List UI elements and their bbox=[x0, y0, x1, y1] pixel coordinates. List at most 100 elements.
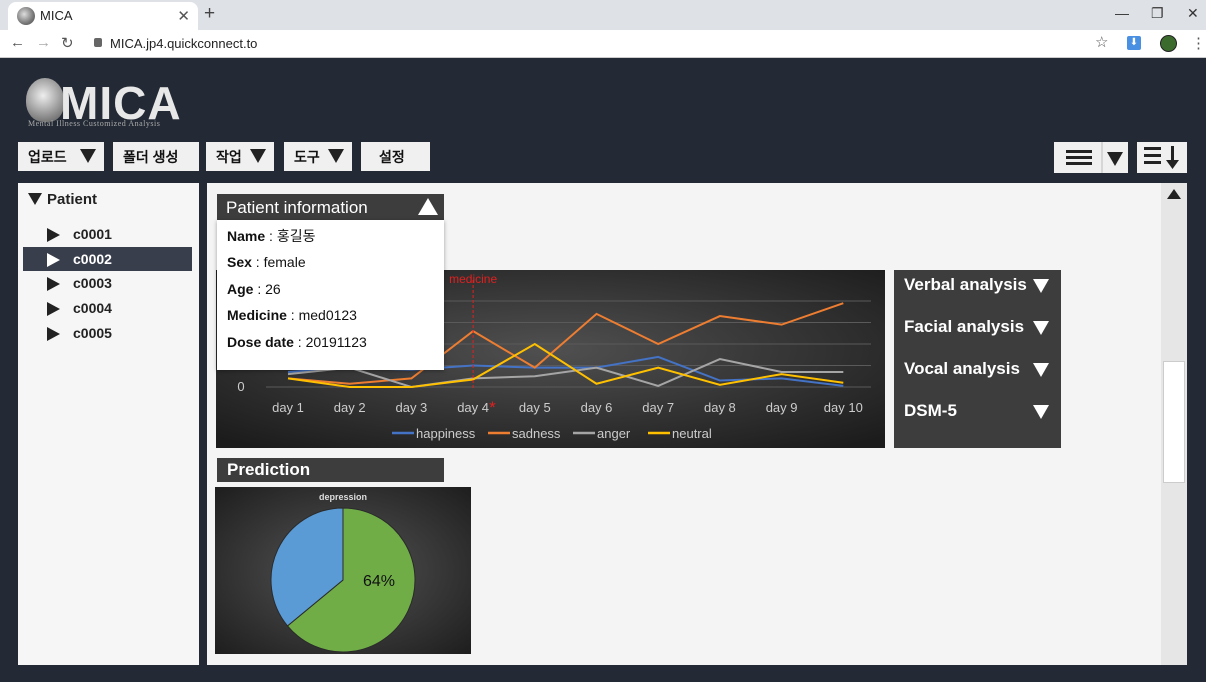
patient-age-row: Age : 26 bbox=[227, 281, 281, 297]
patient-sex-row: Sex : female bbox=[227, 254, 306, 270]
bookmark-star-icon[interactable]: ☆ bbox=[1095, 34, 1109, 51]
x-tick-label: day 6 bbox=[581, 400, 613, 415]
y-tick-label: 0 bbox=[237, 379, 244, 394]
browser-tab-bar: MICA ✕ + — ❐ ✕ bbox=[0, 0, 1206, 30]
dsm5-button[interactable]: DSM-5 bbox=[894, 396, 1061, 426]
x-tick-label: day 3 bbox=[395, 400, 427, 415]
legend-label: anger bbox=[597, 426, 631, 441]
scroll-up-icon[interactable] bbox=[1167, 189, 1181, 199]
analysis-label: DSM-5 bbox=[904, 401, 957, 420]
x-tick-label: day 10 bbox=[824, 400, 863, 415]
field-value: 20191123 bbox=[305, 334, 367, 350]
tools-button[interactable]: 도구 bbox=[284, 142, 352, 171]
browser-tab[interactable]: MICA ✕ bbox=[8, 2, 198, 30]
task-button[interactable]: 작업 bbox=[206, 142, 274, 171]
chevron-down-icon bbox=[1033, 405, 1049, 419]
mica-favicon-icon bbox=[17, 7, 35, 25]
download-extension-icon[interactable]: ⬇ bbox=[1127, 36, 1141, 50]
expand-down-icon bbox=[28, 193, 42, 205]
patient-sidebar: Patient c0001 c0002 c0003 c0004 c0005 bbox=[18, 183, 199, 665]
prediction-title: Prediction bbox=[227, 460, 311, 479]
x-tick-label: day 7 bbox=[642, 400, 674, 415]
minimize-icon[interactable]: — bbox=[1115, 5, 1129, 21]
main-scrollbar[interactable] bbox=[1161, 183, 1187, 665]
facial-analysis-button[interactable]: Facial analysis bbox=[894, 312, 1061, 342]
patient-info-title: Patient information bbox=[226, 198, 368, 217]
window-close-icon[interactable]: ✕ bbox=[1187, 5, 1199, 21]
legend-label: happiness bbox=[416, 426, 476, 441]
sort-button[interactable] bbox=[1137, 142, 1187, 173]
sidebar-item-c0003[interactable]: c0003 bbox=[23, 271, 192, 295]
verbal-analysis-button[interactable]: Verbal analysis bbox=[894, 270, 1061, 300]
legend-label: neutral bbox=[672, 426, 712, 441]
analysis-label: Verbal analysis bbox=[904, 275, 1027, 294]
series-line-sadness bbox=[287, 302, 844, 385]
patient-root-label: Patient bbox=[47, 191, 98, 208]
expand-right-icon bbox=[47, 253, 60, 267]
upload-label: 업로드 bbox=[28, 148, 67, 165]
x-tick-label: day 5 bbox=[519, 400, 551, 415]
scroll-thumb[interactable] bbox=[1163, 361, 1185, 483]
tab-title: MICA bbox=[40, 8, 73, 23]
x-tick-label: day 4 bbox=[457, 400, 489, 415]
pie-data-label: 64% bbox=[363, 573, 395, 590]
tools-label: 도구 bbox=[294, 148, 320, 165]
chevron-down-icon bbox=[328, 149, 344, 163]
field-label: Sex bbox=[227, 254, 252, 270]
close-tab-icon[interactable]: ✕ bbox=[177, 8, 190, 25]
legend-label: sadness bbox=[512, 426, 561, 441]
new-tab-button[interactable]: + bbox=[204, 3, 216, 24]
new-folder-button[interactable]: 폴더 생성 bbox=[113, 142, 199, 171]
browser-menu-icon[interactable]: ⋮ bbox=[1191, 35, 1206, 52]
list-view-button[interactable] bbox=[1054, 142, 1128, 173]
chevron-down-icon bbox=[1033, 321, 1049, 335]
field-value: 26 bbox=[265, 281, 281, 297]
forward-icon[interactable]: → bbox=[36, 34, 51, 51]
patient-dose-date-row: Dose date : 20191123 bbox=[227, 334, 367, 350]
settings-label: 설정 bbox=[379, 148, 405, 165]
expand-right-icon bbox=[47, 302, 60, 316]
x-tick-label: day 9 bbox=[766, 400, 798, 415]
field-value: med0123 bbox=[298, 307, 357, 323]
reload-icon[interactable]: ↻ bbox=[61, 35, 74, 52]
field-label: Dose date bbox=[227, 334, 294, 350]
sidebar-item-c0002[interactable]: c0002 bbox=[23, 247, 192, 271]
pie-slice-other bbox=[270, 507, 344, 627]
chevron-down-icon bbox=[250, 149, 266, 163]
patient-tree-root[interactable]: Patient bbox=[28, 191, 97, 208]
patient-info-panel: Name : 홍길동 Sex : female Age : 26 Medicin… bbox=[217, 220, 444, 370]
expand-right-icon bbox=[47, 277, 60, 291]
sidebar-item-c0004[interactable]: c0004 bbox=[23, 296, 192, 320]
patient-info-header[interactable]: Patient information bbox=[217, 194, 444, 220]
sidebar-item-c0005[interactable]: c0005 bbox=[23, 321, 192, 345]
sidebar-item-c0001[interactable]: c0001 bbox=[23, 222, 192, 246]
expand-right-icon bbox=[47, 228, 60, 242]
collapse-up-icon[interactable] bbox=[418, 198, 438, 215]
settings-button[interactable]: 설정 bbox=[361, 142, 430, 171]
head-logo-icon bbox=[26, 78, 64, 122]
logo-text: MICA bbox=[60, 77, 182, 129]
url-field[interactable]: MICA.jp4.quickconnect.to bbox=[110, 36, 258, 51]
sidebar-item-label: c0005 bbox=[73, 325, 112, 341]
x-tick-label: day 2 bbox=[334, 400, 366, 415]
prediction-header: Prediction bbox=[217, 458, 444, 482]
address-bar: ← → ↻ MICA.jp4.quickconnect.to ☆ ⬇ ⋮ bbox=[0, 30, 1206, 58]
patient-medicine-row: Medicine : med0123 bbox=[227, 307, 357, 323]
back-icon[interactable]: ← bbox=[10, 34, 25, 51]
pie-slice-depression bbox=[286, 507, 416, 653]
restore-icon[interactable]: ❐ bbox=[1151, 5, 1164, 21]
new-folder-label: 폴더 생성 bbox=[123, 148, 179, 165]
chevron-down-icon bbox=[1033, 363, 1049, 377]
upload-button[interactable]: 업로드 bbox=[18, 142, 104, 171]
medicine-annotation: medicine bbox=[449, 272, 497, 286]
field-label: Medicine bbox=[227, 307, 287, 323]
field-value: female bbox=[263, 254, 306, 270]
vocal-analysis-button[interactable]: Vocal analysis bbox=[894, 354, 1061, 384]
sidebar-item-label: c0003 bbox=[73, 275, 112, 291]
profile-avatar-icon[interactable] bbox=[1160, 35, 1177, 52]
sort-down-icon bbox=[1144, 146, 1179, 169]
field-label: Age bbox=[227, 281, 254, 297]
patient-name-row: Name : 홍길동 bbox=[227, 228, 316, 244]
pie-title: depression bbox=[319, 492, 367, 502]
chevron-down-icon bbox=[1033, 279, 1049, 293]
